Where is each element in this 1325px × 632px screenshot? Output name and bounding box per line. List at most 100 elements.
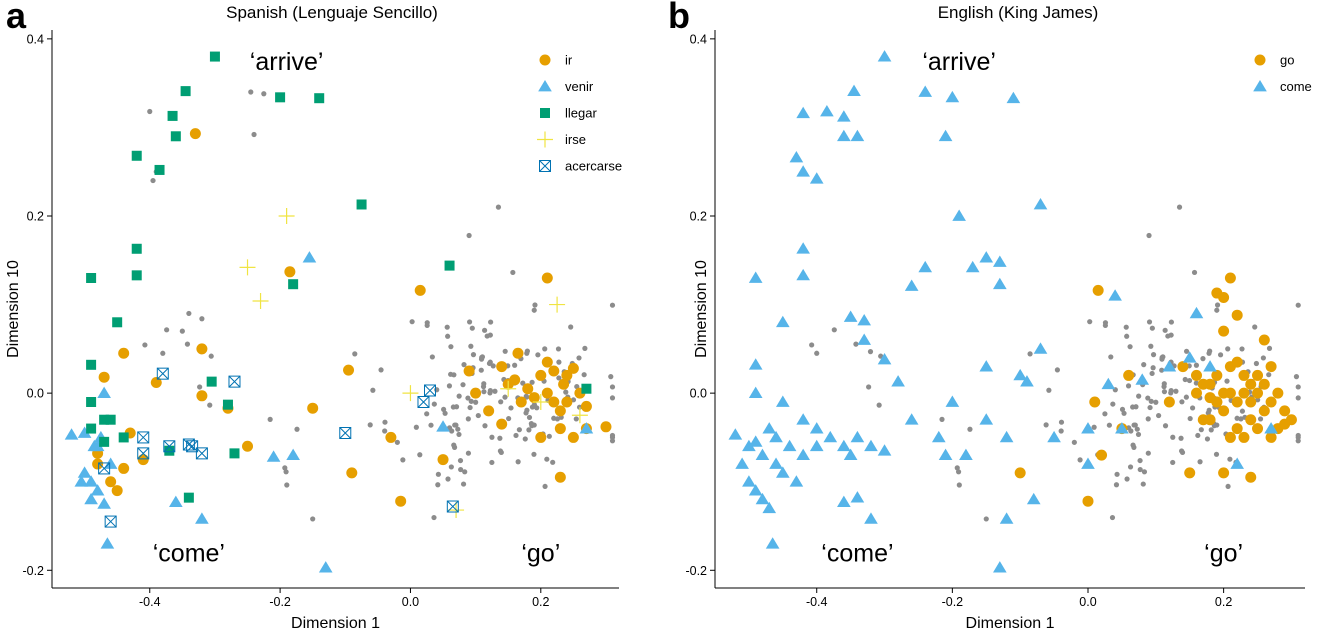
data-point-ir (528, 392, 540, 404)
data-point-other (1102, 322, 1108, 329)
data-point-ir (535, 369, 547, 381)
data-point-other (1186, 377, 1193, 384)
data-point-other (1121, 410, 1127, 416)
data-point-other (208, 353, 214, 359)
data-point-other (534, 405, 540, 411)
data-point-other (582, 345, 588, 351)
data-point-other (492, 388, 498, 394)
data-point-other (283, 469, 289, 475)
data-point-other (452, 422, 458, 428)
data-point-ir (414, 284, 426, 296)
data-point-ir (284, 266, 296, 278)
data-point-irse (252, 293, 269, 310)
annotation-label: ‘go’ (1204, 540, 1243, 568)
data-point-other (516, 427, 522, 433)
data-point-other (497, 435, 503, 441)
data-point-other (608, 374, 614, 380)
data-point-irse (500, 380, 517, 397)
data-point-come (999, 512, 1014, 524)
data-point-other (1043, 422, 1049, 428)
data-point-come (782, 439, 797, 452)
legend-key-llegar (540, 108, 550, 118)
data-point-llegar (444, 260, 455, 271)
y-tick-label: 0.2 (27, 210, 44, 224)
data-point-come (823, 430, 838, 443)
data-point-go (1245, 414, 1257, 426)
data-point-come (891, 375, 905, 387)
data-point-come (1081, 457, 1095, 469)
data-point-ir (118, 347, 130, 359)
annotation-label: ‘come’ (153, 540, 225, 568)
data-point-come (918, 85, 933, 97)
data-point-come (1047, 430, 1061, 443)
data-point-come (796, 165, 810, 177)
data-point-come (728, 428, 743, 440)
data-point-ir (522, 383, 534, 395)
data-point-ir (189, 128, 201, 140)
data-point-other (460, 382, 466, 388)
data-point-other (1159, 354, 1165, 361)
data-point-venir (77, 426, 92, 438)
y-tick-label: -0.2 (22, 564, 44, 578)
data-point-other (497, 448, 504, 454)
data-point-other (455, 426, 461, 432)
data-point-llegar (275, 92, 286, 103)
panel-letter: a (6, 0, 27, 36)
data-point-other (1260, 355, 1266, 361)
data-point-other (1113, 482, 1120, 488)
data-point-other (502, 394, 508, 400)
panel-b: b English (King James) -0.4 -0.2 0.0 0.2 -0.2 0… (668, 0, 1312, 632)
data-point-other (409, 319, 415, 325)
data-point-other (523, 393, 529, 399)
data-point-come (904, 413, 919, 425)
data-point-other (434, 387, 440, 393)
data-point-acercarse (163, 440, 176, 453)
data-point-come (1013, 368, 1027, 381)
data-point-acercarse (182, 438, 195, 451)
data-point-come (789, 475, 804, 487)
data-point-come (837, 110, 851, 122)
data-point-ir (395, 495, 407, 507)
data-point-ir (558, 378, 570, 390)
data-point-other (267, 416, 273, 422)
data-point-llegar (131, 150, 142, 161)
data-point-other (489, 434, 495, 440)
annotation-label: ‘come’ (821, 540, 893, 568)
data-point-other (1173, 388, 1179, 394)
data-point-come (1033, 197, 1048, 210)
x-tick-label: 0.2 (1215, 595, 1232, 609)
data-point-come (769, 430, 783, 443)
data-point-ir (554, 471, 566, 483)
legend-key-venir (538, 80, 552, 92)
data-point-other (1238, 416, 1244, 422)
data-point-go (1258, 378, 1270, 390)
data-point-other (1168, 319, 1175, 325)
data-point-venir (266, 450, 281, 462)
data-point-other (446, 383, 453, 389)
data-point-llegar (86, 397, 97, 407)
data-point-ir (600, 421, 612, 433)
data-point-other (469, 325, 475, 331)
data-point-other (207, 402, 213, 408)
data-point-other (1224, 378, 1230, 384)
data-point-come (742, 439, 756, 452)
data-point-other (184, 341, 191, 347)
data-point-other (1239, 408, 1246, 414)
data-point-come (755, 492, 770, 505)
data-point-go (1089, 396, 1101, 408)
data-point-other (142, 342, 148, 348)
data-point-come (775, 395, 790, 407)
data-point-acercarse (137, 447, 150, 460)
data-point-other (546, 433, 552, 439)
data-point-other (370, 387, 376, 393)
data-point-other (431, 514, 437, 521)
data-point-other (453, 404, 460, 410)
data-point-come (850, 491, 865, 503)
data-point-other (1119, 406, 1126, 413)
data-point-go (1218, 291, 1230, 303)
data-point-come (820, 104, 834, 117)
data-point-come (843, 448, 858, 461)
data-point-go (1252, 369, 1264, 381)
data-point-other (1208, 427, 1214, 433)
legend-label-venir: venir (565, 79, 594, 94)
